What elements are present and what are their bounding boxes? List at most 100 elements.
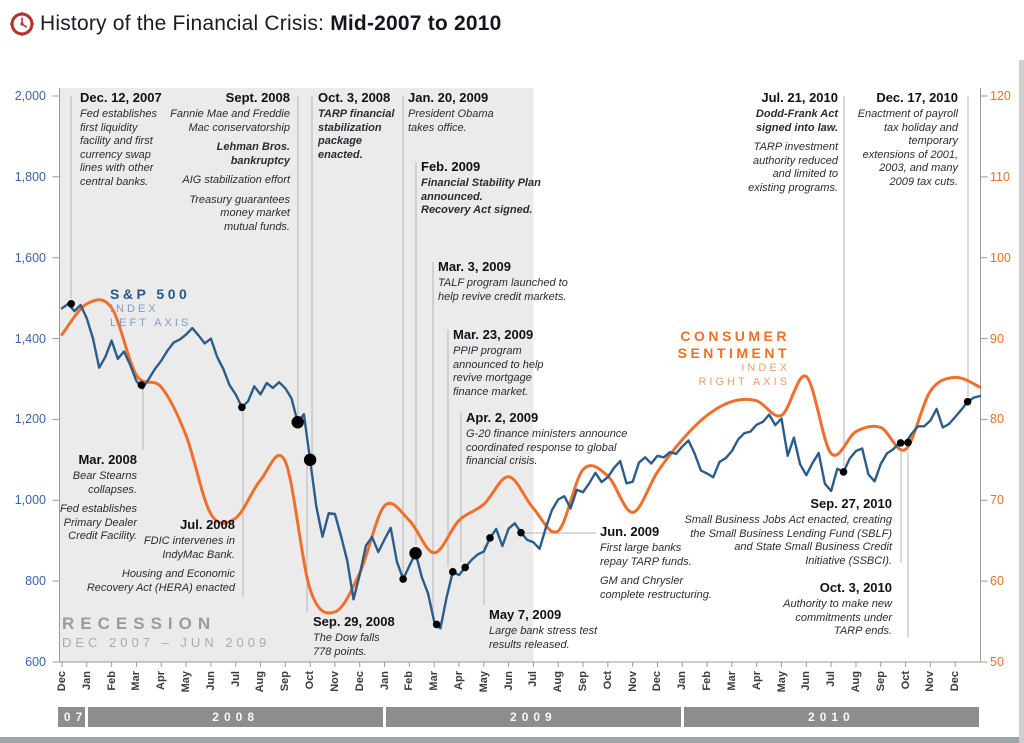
event-body-line: announced to help bbox=[453, 358, 544, 371]
sp500-axis-note-index: INDEX bbox=[110, 303, 159, 315]
event-body-line: financial crisis. bbox=[466, 455, 538, 467]
event-body-line: Mac conservatorship bbox=[188, 121, 291, 134]
recession-title: RECESSION bbox=[62, 614, 217, 633]
event-annotation-mar3-2009: Mar. 3, 2009 TALF program launched to help… bbox=[438, 259, 578, 310]
event-body-line: the Small Business Lending Fund (SBLF) bbox=[690, 527, 892, 540]
event-date-dec17-2010: Dec. 17, 2010 bbox=[876, 90, 958, 105]
event-body-line: bankruptcy bbox=[230, 154, 290, 167]
event-body-line: IndyMac Bank. bbox=[162, 548, 235, 561]
event-body-line: The Dow falls bbox=[313, 632, 380, 644]
event-date-apr2-2009: Apr. 2, 2009 bbox=[466, 410, 539, 425]
event-annotation-sep27-2010: Sep. 27, 2010 Small Business Jobs Act ena… bbox=[675, 496, 892, 574]
event-dot-jan20-2009 bbox=[399, 575, 407, 583]
month-label-15-Mar: Mar bbox=[428, 671, 441, 691]
event-body-line: commitments under bbox=[795, 611, 892, 624]
event-body-line: signed into law. bbox=[755, 121, 838, 134]
event-body-group: Enactment of payroll tax holiday and tempo… bbox=[852, 108, 958, 189]
event-body-line: Initiative (SSBCI). bbox=[805, 554, 892, 567]
event-dot-apr2-2009 bbox=[461, 563, 469, 572]
right-axis-label-100: 100 bbox=[990, 250, 1011, 265]
recession-band bbox=[59, 88, 534, 662]
event-body-line: and State Small Business Credit bbox=[734, 541, 892, 553]
month-label-1-Jan: Jan bbox=[80, 671, 93, 690]
right-axis-label-120: 120 bbox=[990, 89, 1011, 103]
month-label-9-Sep: Sep bbox=[279, 671, 292, 692]
event-annotation-sep29-2008: Sep. 29, 2008 The Dow falls 778 points. bbox=[313, 614, 403, 665]
event-body-line: complete restructuring. bbox=[600, 588, 712, 601]
page-title: History of the Financial Crisis: Mid-200… bbox=[40, 12, 502, 35]
event-date-may7-2009: May 7, 2009 bbox=[489, 607, 562, 622]
month-label-13-Jan: Jan bbox=[378, 671, 391, 690]
month-label-32-Aug: Aug bbox=[849, 671, 862, 693]
event-body-line: Recovery Act (HERA) enacted bbox=[86, 581, 235, 594]
event-annotation-mar23-2009: Mar. 23, 2009 PPIP program announced to he… bbox=[453, 327, 558, 405]
event-body-line: Dodd-Frank Act bbox=[755, 108, 838, 120]
event-body-group: First large banks repay TARP funds. bbox=[600, 542, 728, 569]
event-body-line: Fed establishes bbox=[80, 108, 158, 120]
right-axis-label-90: 90 bbox=[990, 331, 1004, 346]
event-body-line: TARP ends. bbox=[833, 625, 892, 637]
event-date-oct3-2008: Oct. 3, 2008 bbox=[318, 90, 391, 105]
month-label-28-Apr: Apr bbox=[750, 671, 763, 690]
event-body-line: help revive credit markets. bbox=[438, 290, 567, 303]
event-body-line: mutual funds. bbox=[223, 220, 290, 233]
event-body-line: and limited to bbox=[772, 168, 838, 180]
event-body-line: Authority to make new bbox=[783, 598, 892, 610]
event-annotation-dec17-2010: Dec. 17, 2010 Enactment of payroll tax hol… bbox=[852, 90, 958, 195]
left-axis-label-1,200: 1,200 bbox=[14, 412, 46, 427]
event-body-line: G-20 finance ministers announce bbox=[466, 428, 628, 440]
event-body-line: stabilization bbox=[318, 121, 382, 134]
left-axis-label-2,000: 2,000 bbox=[14, 89, 46, 103]
event-body-line: TALF program launched to bbox=[438, 277, 568, 289]
event-body-group: Authority to make new commitments under TA… bbox=[762, 598, 892, 639]
event-body-line: Housing and Economic bbox=[121, 568, 235, 580]
event-date-mar3-2009: Mar. 3, 2009 bbox=[438, 259, 511, 274]
left-axis-label-1,800: 1,800 bbox=[14, 169, 46, 184]
event-dot-dec12-2007 bbox=[67, 300, 75, 308]
event-date-mar23-2009: Mar. 23, 2009 bbox=[453, 327, 534, 342]
event-annotation-jan20-2009: Jan. 20, 2009 President Obama takes office… bbox=[408, 90, 503, 141]
event-body-line: PPIP program bbox=[453, 345, 522, 357]
right-axis-label-70: 70 bbox=[990, 493, 1004, 508]
event-date-dec12-2007: Dec. 12, 2007 bbox=[80, 90, 162, 105]
event-body-group: G-20 finance ministers announce coordinat… bbox=[466, 428, 641, 469]
event-body-group: Large bank stress test results released. bbox=[489, 625, 609, 652]
recession-label: RECESSION DEC 2007 – JUN 2009 bbox=[62, 613, 270, 651]
month-label-22-Oct: Oct bbox=[601, 671, 614, 690]
event-body-line: takes office. bbox=[408, 121, 467, 134]
event-body-line: collapses. bbox=[88, 483, 137, 496]
left-axis-label-600: 600 bbox=[25, 655, 46, 669]
event-body-group: President Obama takes office. bbox=[408, 108, 503, 135]
event-dot-feb-2009 bbox=[409, 547, 422, 560]
month-label-8-Aug: Aug bbox=[254, 671, 267, 693]
event-body-line: existing programs. bbox=[748, 181, 838, 194]
left-axis-label-1,600: 1,600 bbox=[14, 250, 46, 265]
event-body-line: package bbox=[318, 135, 363, 147]
month-label-30-Jun: Jun bbox=[800, 671, 813, 691]
event-body-line: Recovery Act signed. bbox=[421, 204, 533, 216]
right-axis-label-50: 50 bbox=[990, 655, 1004, 669]
month-label-18-Jun: Jun bbox=[502, 671, 515, 691]
event-body-line: coordinated response to global bbox=[466, 441, 617, 454]
event-date-mar-2008: Mar. 2008 bbox=[78, 452, 137, 467]
left-axis-label-800: 800 bbox=[25, 574, 46, 589]
event-body-line: Large bank stress test bbox=[489, 625, 598, 637]
event-body-line: temporary bbox=[908, 135, 958, 147]
event-body-group: Dodd-Frank Act signed into law. bbox=[738, 108, 838, 135]
year-bar-2009: 2009 bbox=[386, 707, 681, 727]
event-body-line: announced. bbox=[421, 190, 483, 203]
event-body-line: AIG stabilization effort bbox=[182, 174, 290, 186]
event-body-group: Financial Stability Plan announced. Recove… bbox=[421, 177, 556, 218]
event-date-jul21-2010: Jul. 21, 2010 bbox=[761, 90, 838, 105]
month-label-33-Sep: Sep bbox=[874, 671, 887, 692]
month-label-25-Jan: Jan bbox=[676, 671, 689, 690]
event-dot-mar3-2009 bbox=[432, 620, 441, 629]
month-label-10-Oct: Oct bbox=[304, 671, 317, 690]
event-body-line: TARP investment bbox=[753, 141, 838, 153]
event-body-group: Fed establishes first liquidity facility a… bbox=[80, 108, 180, 189]
event-body-line: repay TARP funds. bbox=[600, 555, 692, 568]
event-dot-jul-2008 bbox=[238, 403, 246, 412]
month-label-23-Nov: Nov bbox=[626, 671, 639, 692]
event-body-line: tax holiday and bbox=[884, 121, 958, 134]
event-date-oct3-2010: Oct. 3, 2010 bbox=[819, 580, 892, 595]
